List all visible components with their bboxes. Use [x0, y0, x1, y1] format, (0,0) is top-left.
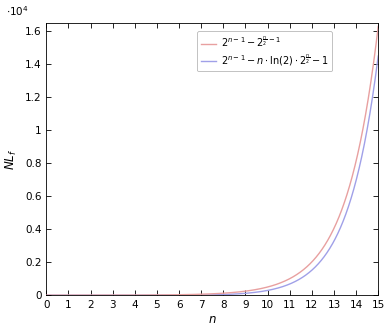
$2^{n-1} - n \cdot \ln(2) \cdot 2^{\frac{n}{2}} - 1$ — [61, 293, 66, 297]
Line: $2^{n-1} - n \cdot \ln(2) \cdot 2^{\frac{n}{2}} - 1$: $2^{n-1} - n \cdot \ln(2) \cdot 2^{\frac… — [46, 56, 378, 295]
$2^{n-1} - 2^{\frac{n}{2}-1}$ — [366, 95, 371, 99]
Y-axis label: $NL_f$: $NL_f$ — [4, 148, 19, 170]
Legend: $2^{n-1} - 2^{\frac{n}{2}-1}$, $2^{n-1} - n \cdot \ln(2) \cdot 2^{\frac{n}{2}} -: $2^{n-1} - 2^{\frac{n}{2}-1}$, $2^{n-1} … — [197, 31, 333, 72]
$2^{n-1} - n \cdot \ln(2) \cdot 2^{\frac{n}{2}} - 1$ — [197, 293, 202, 297]
$2^{n-1} - 2^{\frac{n}{2}-1}$ — [205, 292, 210, 296]
$2^{n-1} - 2^{\frac{n}{2}-1}$ — [366, 96, 371, 100]
Line: $2^{n-1} - 2^{\frac{n}{2}-1}$: $2^{n-1} - 2^{\frac{n}{2}-1}$ — [46, 26, 378, 295]
$2^{n-1} - 2^{\frac{n}{2}-1}$ — [44, 293, 49, 297]
$2^{n-1} - 2^{\frac{n}{2}-1}$ — [305, 264, 310, 268]
$2^{n-1} - 2^{\frac{n}{2}-1}$ — [376, 24, 380, 28]
$2^{n-1} - 2^{\frac{n}{2}-1}$ — [196, 292, 201, 296]
$2^{n-1} - n \cdot \ln(2) \cdot 2^{\frac{n}{2}} - 1$ — [205, 293, 210, 297]
X-axis label: n: n — [209, 313, 216, 326]
$2^{n-1} - n \cdot \ln(2) \cdot 2^{\frac{n}{2}} - 1$ — [44, 293, 49, 297]
Text: $\cdot 10^4$: $\cdot 10^4$ — [7, 4, 29, 17]
$2^{n-1} - n \cdot \ln(2) \cdot 2^{\frac{n}{2}} - 1$ — [366, 118, 371, 122]
$2^{n-1} - n \cdot \ln(2) \cdot 2^{\frac{n}{2}} - 1$ — [151, 293, 156, 297]
$2^{n-1} - 2^{\frac{n}{2}-1}$ — [61, 293, 66, 297]
$2^{n-1} - n \cdot \ln(2) \cdot 2^{\frac{n}{2}} - 1$ — [366, 119, 371, 123]
$2^{n-1} - n \cdot \ln(2) \cdot 2^{\frac{n}{2}} - 1$ — [376, 54, 380, 58]
$2^{n-1} - n \cdot \ln(2) \cdot 2^{\frac{n}{2}} - 1$ — [305, 272, 310, 276]
